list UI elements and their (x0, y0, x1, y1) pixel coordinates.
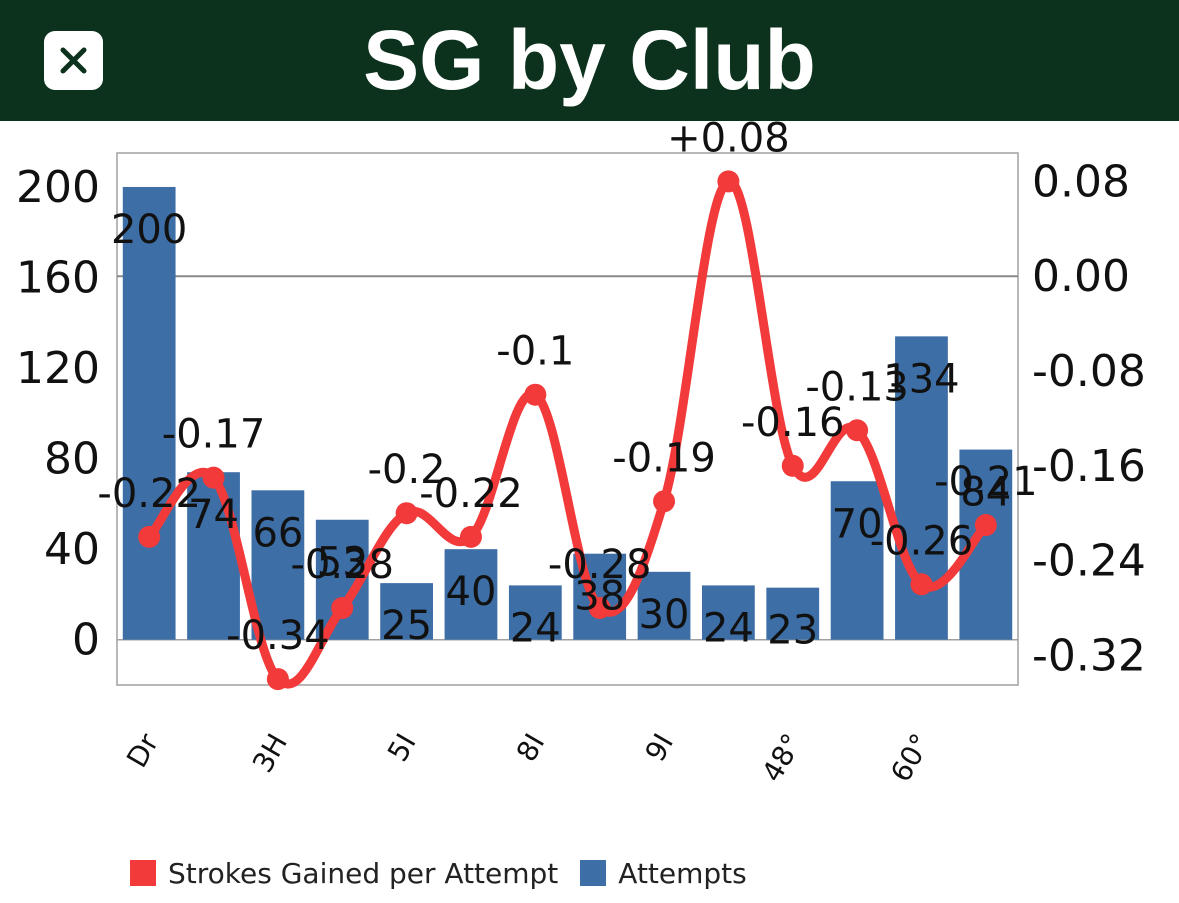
right-axis-tick-label: 0.08 (1032, 156, 1130, 207)
left-axis-tick-label: 200 (16, 162, 100, 213)
bar-value-label: 66 (252, 510, 303, 556)
right-axis-tick-label: -0.24 (1032, 536, 1146, 587)
header-bar (0, 0, 1179, 121)
point-strokes-gained (331, 596, 354, 619)
line-value-label: -0.1 (496, 329, 574, 375)
point-strokes-gained (524, 383, 547, 406)
bar-attempts (508, 585, 562, 640)
bar-attempts (702, 585, 755, 640)
x-axis-tick-label: 9I (638, 728, 680, 767)
legend-item-attempts: Attempts (580, 856, 747, 890)
bar-value-label: 38 (574, 574, 625, 620)
x-axis-tick-label: 60° (884, 728, 937, 787)
line-value-label: -0.28 (548, 542, 652, 588)
point-strokes-gained (459, 525, 482, 548)
bar-attempts (637, 571, 691, 640)
line-value-label: -0.17 (162, 412, 266, 458)
line-value-label: -0.21 (934, 459, 1038, 505)
x-axis-tick-label: 5I (381, 728, 423, 767)
chart-legend: Strokes Gained per Attempt Attempts (130, 855, 769, 891)
bar-value-label: 53 (317, 540, 368, 586)
bar-attempts (444, 549, 498, 640)
point-strokes-gained (846, 419, 869, 442)
plot-frame (116, 152, 1019, 686)
line-value-label: +0.08 (667, 121, 790, 161)
bar-value-label: 30 (639, 592, 690, 638)
legend-swatch-bar (580, 860, 607, 886)
line-value-label: -0.2 (368, 447, 446, 493)
line-value-label: -0.16 (741, 400, 845, 446)
bar-attempts (122, 186, 176, 640)
legend-label-attempts: Attempts (618, 856, 747, 890)
line-value-label: -0.34 (226, 613, 330, 659)
point-strokes-gained (781, 454, 804, 477)
left-axis-tick-label: 80 (44, 434, 100, 485)
x-axis-tick-label: 48° (755, 728, 808, 787)
bar-attempts (766, 587, 820, 640)
line-value-label: -0.13 (805, 364, 909, 410)
bar-attempts (380, 583, 433, 640)
bar-value-label: 74 (188, 492, 239, 538)
point-strokes-gained (717, 170, 740, 193)
bar-value-label: 23 (767, 608, 818, 654)
left-axis-tick-label: 120 (16, 343, 100, 394)
left-axis-tick-label: 160 (16, 253, 100, 304)
right-axis-tick-label: -0.08 (1032, 346, 1146, 397)
line-value-label: -0.22 (419, 471, 523, 517)
line-value-label: -0.28 (291, 542, 395, 588)
point-strokes-gained (202, 466, 225, 489)
point-strokes-gained (910, 573, 933, 596)
line-value-label: -0.26 (870, 518, 974, 564)
x-axis-tick-label: 3H (246, 728, 294, 778)
x-axis-tick-label: Dr (120, 728, 165, 774)
bar-value-label: 200 (111, 207, 187, 253)
point-strokes-gained (395, 502, 418, 525)
right-axis-tick-label: 0.00 (1032, 251, 1130, 302)
bar-attempts (830, 481, 884, 640)
point-strokes-gained (974, 514, 997, 537)
sg-combo-chart: 04080120160200-0.32-0.24-0.16-0.080.000.… (16, 121, 1146, 787)
bar-value-label: 70 (832, 501, 883, 547)
right-axis-tick-label: -0.16 (1032, 441, 1146, 492)
close-icon (60, 47, 87, 74)
left-axis-tick-label: 0 (72, 615, 100, 666)
legend-item-strokes-gained: Strokes Gained per Attempt (130, 857, 558, 890)
bar-value-label: 84 (960, 470, 1011, 516)
line-value-label: -0.22 (97, 471, 201, 517)
bar-value-label: 134 (883, 356, 959, 402)
legend-label-strokes-gained: Strokes Gained per Attempt (168, 856, 559, 890)
line-value-label: -0.19 (612, 435, 716, 481)
point-strokes-gained (266, 668, 289, 691)
point-strokes-gained (588, 596, 611, 619)
close-button[interactable] (44, 31, 103, 90)
legend-swatch-line (130, 860, 156, 886)
bar-value-label: 40 (446, 569, 497, 615)
point-strokes-gained (138, 525, 161, 548)
x-axis-tick-label: 8I (510, 728, 552, 767)
bar-value-label: 24 (703, 605, 754, 651)
bar-attempts (187, 472, 240, 640)
left-axis-tick-label: 40 (44, 524, 100, 575)
point-strokes-gained (653, 490, 676, 513)
bar-value-label: 25 (381, 603, 432, 649)
bar-value-label: 24 (510, 605, 561, 651)
page-title: SG by Club (363, 13, 816, 107)
right-axis-tick-label: -0.32 (1032, 630, 1146, 681)
bar-attempts (251, 490, 305, 640)
